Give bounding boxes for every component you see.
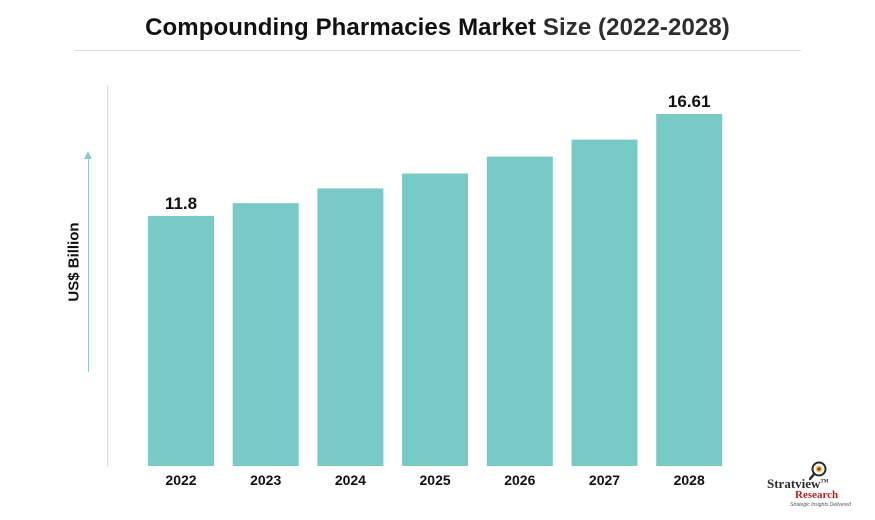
bar-2025 xyxy=(402,173,469,466)
stratview-logo: StratviewTM Research Strategic Insights … xyxy=(760,458,872,514)
bar-2024 xyxy=(317,188,384,466)
bar-2028 xyxy=(656,114,723,466)
data-label: 11.8 xyxy=(165,194,197,213)
logo-research: Research xyxy=(795,489,839,501)
x-tick-label: 2026 xyxy=(504,472,535,488)
title-sub: Size (2022-2028) xyxy=(542,14,730,41)
x-tick-label: 2023 xyxy=(250,472,281,488)
y-axis-arrow-line xyxy=(88,158,89,372)
page-title: Compounding Pharmacies Market Size (2022… xyxy=(0,14,875,42)
x-tick-label: 2022 xyxy=(165,472,196,488)
title-main: Compounding Pharmacies Market xyxy=(145,14,537,41)
x-tick-label: 2028 xyxy=(674,472,705,488)
y-axis-line xyxy=(107,86,108,466)
x-tick-label: 2025 xyxy=(420,472,451,488)
magnifier-icon xyxy=(808,461,827,481)
x-tick-label: 2027 xyxy=(589,472,620,488)
bar-2022 xyxy=(148,215,214,466)
data-label: 16.61 xyxy=(668,92,711,111)
arrow-up-icon xyxy=(84,151,92,159)
logo-name: Stratview xyxy=(767,476,821,491)
bar-2026 xyxy=(486,156,553,466)
bar-2027 xyxy=(571,139,638,466)
bar-2023 xyxy=(232,203,299,466)
title-divider xyxy=(75,50,801,51)
logo-tagline: Strategic Insights Delivered xyxy=(790,502,851,508)
logo-tm: TM xyxy=(820,479,829,485)
x-tick-label: 2024 xyxy=(335,472,366,488)
